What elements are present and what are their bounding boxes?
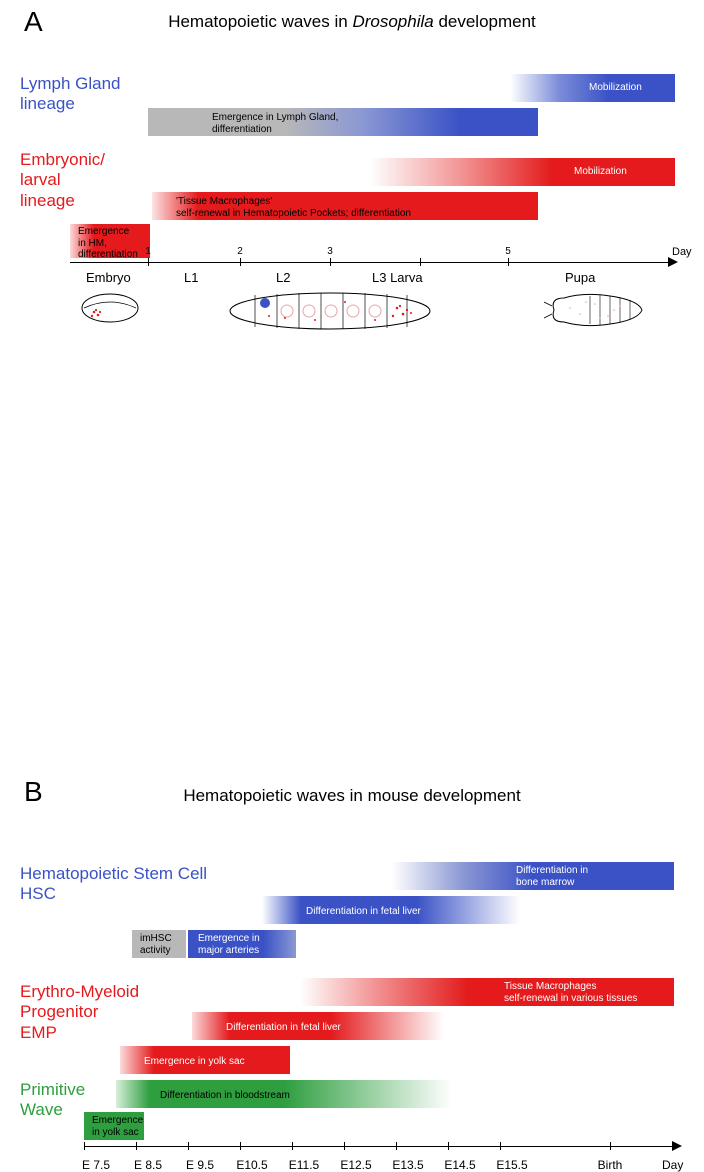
larva-drawing <box>225 288 435 334</box>
emp-label: Erythro-Myeloid Progenitor EMP <box>20 982 139 1043</box>
bar-hsc-fl: Differentiation in fetal liver <box>262 896 520 924</box>
bar-emp-fl-text: Differentiation in fetal liver <box>222 1020 345 1036</box>
ticklabel-a-1: 1 <box>145 246 151 257</box>
tlb-6: E13.5 <box>392 1158 423 1172</box>
ticklabel-a-3: 3 <box>327 246 333 257</box>
axis-b <box>84 1146 674 1147</box>
bar-emp-tm: Tissue Macrophages self-renewal in vario… <box>300 978 674 1006</box>
bar-pw-ys-text: Emergence in yolk sac <box>88 1113 147 1140</box>
panel-b-title: Hematopoietic waves in mouse development <box>0 786 704 806</box>
tick-b-4 <box>292 1142 293 1150</box>
tick-b-0 <box>84 1142 85 1150</box>
bar-pw-diff: Differentiation in bloodstream <box>116 1080 452 1108</box>
bar-lg-emergence-text: Emergence in Lymph Gland, differentiatio… <box>208 110 342 137</box>
tlb-9: Birth <box>598 1158 623 1172</box>
tick-b-5 <box>344 1142 345 1150</box>
tlb-3: E10.5 <box>236 1158 267 1172</box>
stage-l3: L3 Larva <box>372 270 423 285</box>
tlb-4: E11.5 <box>289 1158 319 1172</box>
embryonic-larval-label: Embryonic/ larval lineage <box>20 150 105 211</box>
tick-a-4 <box>420 258 421 266</box>
tick-b-6 <box>396 1142 397 1150</box>
lymph-gland-label: Lymph Gland lineage <box>20 74 120 115</box>
axis-a-end-label: Day <box>672 246 692 258</box>
tick-b-7 <box>448 1142 449 1150</box>
bar-hsc-maj: Emergence in major arteries <box>188 930 296 958</box>
axis-b-arrow <box>672 1141 682 1151</box>
panel-a-title-em: Drosophila <box>352 12 433 31</box>
ticklabel-a-2: 2 <box>237 246 243 257</box>
bar-emp-ys-text: Emergence in yolk sac <box>140 1054 249 1070</box>
tick-b-9 <box>610 1142 611 1150</box>
bar-el-hm-text: Emergence in HM, differentiation <box>74 224 142 263</box>
bar-el-tissue: 'Tissue Macrophages' self-renewal in Hem… <box>152 192 538 220</box>
bar-el-mobilization: Mobilization <box>370 158 675 186</box>
panel-a: A Hematopoietic waves in Drosophila deve… <box>0 0 704 380</box>
bar-hsc-bm: Differentiation in bone marrow <box>392 862 674 890</box>
tlb-1: E 8.5 <box>134 1158 162 1172</box>
bar-hsc-fl-text: Differentiation in fetal liver <box>302 904 425 920</box>
tlb-5: E12.5 <box>340 1158 371 1172</box>
pupa-drawing <box>540 288 650 332</box>
tick-b-1 <box>136 1142 137 1150</box>
bar-hsc-im-text: imHSC activity <box>136 931 176 958</box>
tick-a-5 <box>508 258 509 266</box>
primitive-label: Primitive Wave <box>20 1080 85 1121</box>
bar-el-mobilization-text: Mobilization <box>570 164 631 180</box>
panel-a-title-pre: Hematopoietic waves in <box>168 12 352 31</box>
bar-emp-tm-text: Tissue Macrophages self-renewal in vario… <box>500 979 641 1006</box>
tick-a-3 <box>330 258 331 266</box>
tick-a-2 <box>240 258 241 266</box>
ticklabel-a-5: 5 <box>505 246 511 257</box>
bar-hsc-bm-text: Differentiation in bone marrow <box>512 863 592 890</box>
panel-b: B Hematopoietic waves in mouse developme… <box>0 380 704 811</box>
tlb-8: E15.5 <box>496 1158 527 1172</box>
tick-b-3 <box>240 1142 241 1150</box>
bar-pw-ys: Emergence in yolk sac <box>84 1112 144 1140</box>
bar-hsc-maj-text: Emergence in major arteries <box>194 931 264 958</box>
stage-embryo: Embryo <box>86 270 131 285</box>
bar-emp-fl: Differentiation in fetal liver <box>192 1012 444 1040</box>
axis-a-arrow <box>668 257 678 267</box>
tlb-2: E 9.5 <box>186 1158 214 1172</box>
bar-emp-ys: Emergence in yolk sac <box>120 1046 290 1074</box>
stage-pupa: Pupa <box>565 270 595 285</box>
stage-l2: L2 <box>276 270 290 285</box>
tlb-7: E14.5 <box>444 1158 475 1172</box>
tick-b-8 <box>500 1142 501 1150</box>
axis-b-end-label: Day <box>662 1158 683 1172</box>
tick-a-1 <box>148 258 149 266</box>
embryo-drawing <box>78 290 142 326</box>
bar-el-hm: Emergence in HM, differentiation <box>70 224 150 258</box>
axis-a <box>70 262 670 263</box>
panel-a-title: Hematopoietic waves in Drosophila develo… <box>0 12 704 32</box>
hsc-label: Hematopoietic Stem Cell HSC <box>20 864 207 905</box>
bar-hsc-im: imHSC activity <box>132 930 186 958</box>
bar-pw-diff-text: Differentiation in bloodstream <box>156 1088 294 1104</box>
bar-lg-mobilization-text: Mobilization <box>585 80 646 96</box>
stage-l1: L1 <box>184 270 198 285</box>
panel-a-title-post: development <box>434 12 536 31</box>
bar-el-tissue-text: 'Tissue Macrophages' self-renewal in Hem… <box>172 194 415 221</box>
tick-b-2 <box>188 1142 189 1150</box>
bar-lg-emergence: Emergence in Lymph Gland, differentiatio… <box>148 108 538 136</box>
tlb-0: E 7.5 <box>82 1158 110 1172</box>
bar-lg-mobilization: Mobilization <box>510 74 675 102</box>
